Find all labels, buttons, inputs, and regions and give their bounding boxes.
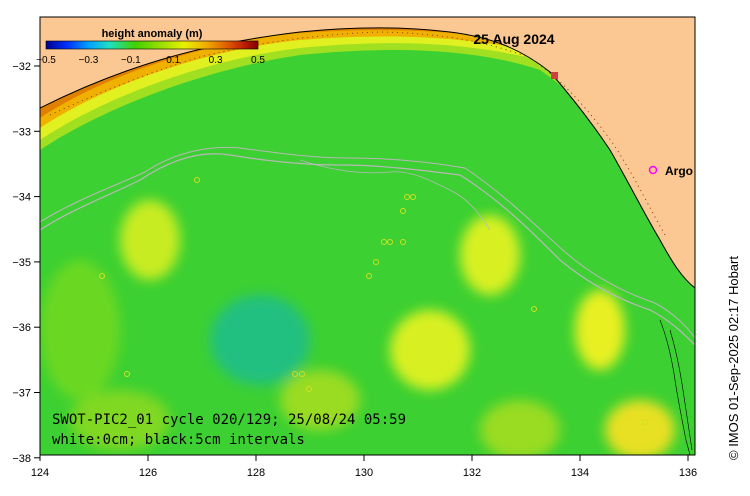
y-tick-label: −34 (12, 192, 31, 204)
y-axis: −32 −33 −34 −35 −36 −37 −38 (12, 61, 40, 465)
x-tick-label: 132 (463, 467, 481, 479)
colorbar: height anomaly (m) −0.5 −0.3 −0.1 0.1 0.3 0.5 (36, 28, 265, 66)
x-tick-label: 128 (247, 467, 265, 479)
coastline (40, 27, 695, 289)
colorbar-ticks: −0.5 −0.3 −0.1 0.1 0.3 0.5 (36, 55, 265, 66)
shelf-contour-inner (40, 146, 695, 339)
anomaly-field (40, 200, 675, 455)
float-markers (99, 177, 648, 425)
colorbar-tick-label: 0.1 (166, 55, 180, 66)
shelf-contour-outer (40, 153, 695, 346)
contour-black-2 (669, 329, 693, 451)
y-tick-label: −37 (12, 388, 31, 400)
x-tick-label: 136 (679, 467, 697, 479)
canyon-contour (299, 159, 491, 231)
colorbar-tick-label: −0.5 (36, 55, 56, 66)
colorbar-tick-label: 0.3 (209, 55, 223, 66)
y-tick-label: −35 (12, 257, 31, 269)
colorbar-strip (45, 40, 259, 50)
y-tick-label: −33 (12, 126, 31, 138)
credit-label: © IMOS 01-Sep-2025 02:17 Hobart (726, 256, 741, 460)
colorbar-tick-label: −0.3 (79, 55, 99, 66)
argo-marker (648, 165, 658, 175)
colorbar-tick-label: −0.1 (121, 55, 141, 66)
coastal-track (49, 31, 666, 236)
x-tick-label: 134 (571, 467, 589, 479)
colorbar-title: height anomaly (m) (102, 28, 203, 40)
date-label: 25 Aug 2024 (473, 31, 554, 47)
contour-black-1 (659, 319, 691, 455)
x-axis: 124 126 128 130 132 134 136 (31, 455, 697, 479)
x-tick-label: 124 (31, 467, 49, 479)
info-line-1: SWOT-PIC2_01 cycle 020/129; 25/08/24 05:… (52, 412, 406, 428)
station-marker (551, 72, 558, 79)
y-tick-label: −32 (12, 61, 31, 73)
plot-frame (39, 16, 696, 456)
info-line-2: white:0cm; black:5cm intervals (52, 432, 305, 448)
y-tick-label: −36 (12, 322, 31, 334)
x-tick-label: 126 (139, 467, 157, 479)
argo-label: Argo (665, 164, 693, 178)
x-tick-label: 130 (355, 467, 373, 479)
colorbar-tick-label: 0.5 (251, 55, 265, 66)
plot-area (40, 17, 695, 455)
y-tick-label: −38 (12, 453, 31, 465)
